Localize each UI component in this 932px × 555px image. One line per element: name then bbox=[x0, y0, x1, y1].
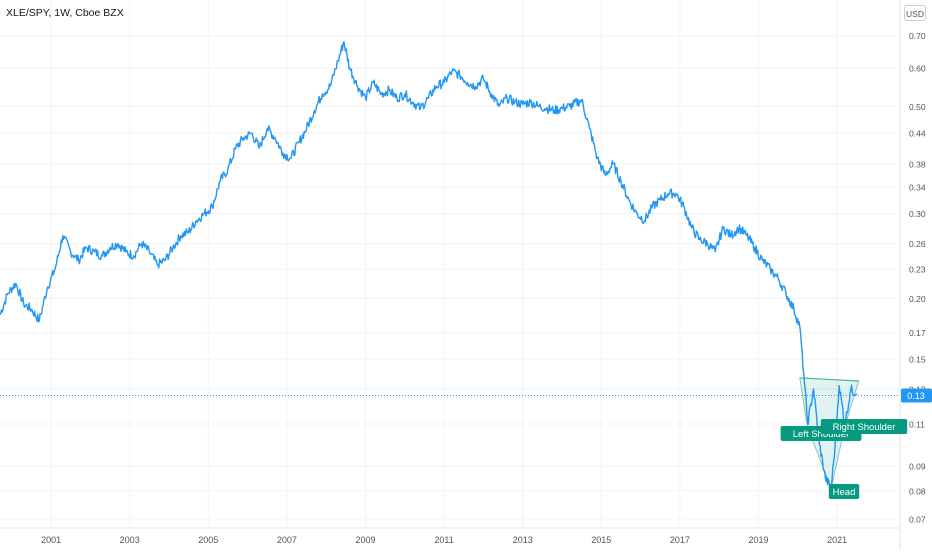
series bbox=[0, 41, 858, 489]
y-tick-label: 0.70 bbox=[909, 31, 926, 41]
x-tick-label: 2019 bbox=[748, 535, 768, 545]
y-tick-label: 0.23 bbox=[909, 265, 926, 275]
neckline bbox=[799, 377, 859, 382]
x-tick-label: 2013 bbox=[513, 535, 533, 545]
currency-button[interactable]: USD bbox=[904, 5, 926, 21]
head-label-bg bbox=[828, 484, 860, 499]
y-tick-label: 0.30 bbox=[909, 209, 926, 219]
x-tick-label: 2015 bbox=[591, 535, 611, 545]
x-tick-label: 2011 bbox=[434, 535, 453, 545]
y-tick-label: 0.50 bbox=[909, 102, 926, 112]
head-label: Head bbox=[833, 487, 856, 498]
y-tick-label: 0.11 bbox=[909, 419, 925, 429]
x-tick-label: 2005 bbox=[198, 535, 218, 545]
x-tick-label: 2001 bbox=[41, 535, 61, 545]
y-axis: 0.70 0.60 0.50 0.44 0.38 0.34 0.30 0.26 0.23 0.20… bbox=[909, 31, 926, 524]
right-shoulder-label-bg bbox=[820, 419, 908, 434]
x-tick-label: 2021 bbox=[827, 535, 847, 545]
series-line bbox=[0, 41, 858, 489]
grid bbox=[0, 0, 901, 550]
y-tick-label: 0.08 bbox=[909, 486, 926, 496]
y-tick-label: 0.20 bbox=[909, 294, 926, 304]
y-tick-label: 0.07 bbox=[909, 514, 926, 524]
last-value-label: 0.13 bbox=[907, 391, 925, 401]
y-tick-label: 0.60 bbox=[909, 64, 926, 74]
last-value-marker: 0.13 bbox=[0, 388, 932, 403]
x-tick-label: 2009 bbox=[355, 535, 375, 545]
last-value-badge bbox=[901, 388, 932, 403]
y-tick-label: 0.44 bbox=[909, 129, 926, 139]
y-tick-label: 0.17 bbox=[909, 328, 926, 338]
left-shoulder-label: Left Shoulder bbox=[793, 429, 850, 440]
x-tick-label: 2003 bbox=[120, 535, 140, 545]
x-tick-label: 2007 bbox=[277, 535, 297, 545]
y-tick-label: 0.26 bbox=[909, 239, 926, 249]
x-axis: 2001 2003 2005 2007 2009 2011 2013 2015 2017 2019… bbox=[41, 535, 847, 545]
chart-title: XLE/SPY, 1W, Cboe BZX bbox=[6, 7, 124, 19]
y-tick-label: 0.34 bbox=[909, 183, 926, 193]
y-tick-label: 0.09 bbox=[909, 462, 926, 472]
y-tick-label: 0.38 bbox=[909, 159, 926, 169]
right-shoulder-label: Right Shoulder bbox=[833, 422, 896, 433]
x-tick-label: 2017 bbox=[670, 535, 690, 545]
y-tick-label: 0.15 bbox=[909, 354, 926, 364]
